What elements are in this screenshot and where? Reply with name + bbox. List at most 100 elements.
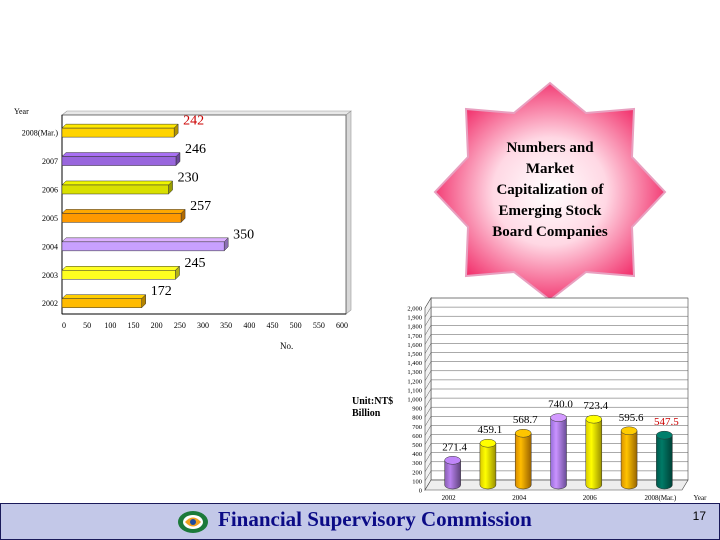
y-tick-label: 1,300: [407, 369, 422, 376]
x-tick-label: 450: [267, 321, 279, 330]
x-tick-label: 100: [104, 321, 116, 330]
data-label: 568.7: [513, 414, 538, 426]
cylinder-top: [620, 426, 638, 436]
data-label: 723.4: [583, 400, 608, 412]
y-tick-label: 1,200: [407, 378, 422, 385]
gridline: [424, 479, 688, 491]
cylinder-top: [479, 438, 497, 448]
data-label: 350: [233, 227, 254, 242]
y-tick-label: 100: [412, 478, 422, 485]
gridline: [424, 325, 688, 336]
callout-line: Board Companies: [492, 224, 608, 240]
x-tick-label: 350: [220, 321, 232, 330]
y-tick-label: 1,400: [407, 360, 422, 367]
y-tick-label: 1,600: [407, 342, 422, 349]
y-tick-label: 2005: [42, 214, 58, 223]
x-tick-label: 550: [313, 321, 325, 330]
x-tick-label: 2006: [583, 494, 598, 502]
y-tick-label: 2007: [42, 157, 58, 166]
x-tick-label: 250: [174, 321, 186, 330]
y-tick-label: 1,900: [407, 315, 422, 322]
data-label: 547.5: [654, 416, 679, 428]
cylinder-top: [550, 413, 567, 422]
y-tick-label: 200: [412, 469, 422, 476]
x-tick-label: 2008(Mar.): [645, 494, 677, 502]
x-tick-label: 600: [336, 321, 348, 330]
gridline: [424, 388, 688, 400]
x-tick-label: 0: [62, 321, 66, 330]
data-label: 740.0: [548, 399, 573, 411]
data-label: 172: [151, 284, 172, 299]
gridline: [424, 443, 688, 454]
y-tick-label: 1,800: [407, 324, 422, 331]
y-tick-label: 2004: [42, 242, 58, 251]
x-tick-label: 2002: [442, 494, 457, 502]
gridline: [424, 343, 688, 354]
gridline: [424, 379, 688, 391]
x-tick-label: 50: [83, 321, 91, 330]
gridline: [424, 315, 688, 327]
cylinder-bar: [444, 460, 461, 490]
footer-title: Financial Supervisory Commission: [218, 507, 532, 531]
x-tick-label: 500: [290, 321, 302, 330]
y-tick-label: 1,100: [407, 387, 422, 394]
gridline: [424, 297, 688, 309]
bar: [61, 270, 176, 280]
data-label: 595.6: [619, 412, 644, 424]
cylinder-top: [514, 428, 532, 438]
y-tick-label: 0: [419, 488, 422, 495]
gridline: [424, 452, 688, 463]
bar: [61, 241, 225, 252]
gridline: [424, 370, 688, 381]
y-tick-label: 2006: [42, 185, 58, 194]
gridline: [424, 406, 688, 418]
gridline: [424, 416, 688, 427]
x-tick-label: 400: [243, 321, 255, 330]
gridline: [424, 470, 688, 482]
callout-line: Capitalization of: [496, 182, 604, 198]
cylinder-bar: [620, 430, 638, 490]
data-label: 230: [178, 170, 199, 185]
fsc-logo-icon: [178, 511, 208, 533]
data-label: 246: [185, 142, 206, 157]
cylinder-bar: [514, 432, 532, 490]
callout-text: Numbers and Market Capitalization of Eme…: [470, 138, 630, 243]
y-tick-label: 300: [412, 460, 422, 467]
x-axis-title: No.: [280, 341, 293, 351]
gridline: [424, 352, 688, 363]
cylinder-bar: [479, 442, 497, 490]
gridline: [424, 397, 688, 409]
data-label: 245: [185, 256, 206, 271]
x-tick-label: 150: [128, 321, 140, 330]
gridline: [424, 334, 688, 345]
bar: [61, 127, 175, 138]
data-label: 459.1: [478, 424, 503, 436]
cylinder-top: [585, 414, 603, 424]
y-tick-label: 2,000: [407, 306, 422, 313]
page-number: 17: [692, 509, 706, 523]
y-tick-label: 1,500: [407, 351, 422, 358]
y-tick-label: 400: [412, 451, 422, 458]
data-label: 257: [190, 199, 211, 214]
callout-line: Emerging Stock: [498, 203, 602, 219]
cylinder-bar: [550, 417, 567, 490]
gridline: [424, 434, 688, 445]
x-tick-label: 200: [151, 321, 163, 330]
unit-label-line1: Unit:NT$: [352, 396, 394, 407]
y-tick-label: 600: [412, 433, 422, 440]
bar: [61, 213, 182, 223]
bar: [61, 156, 177, 166]
cylinder-top: [656, 430, 673, 440]
bar: [61, 298, 142, 308]
bar: [61, 184, 169, 195]
y-tick-label: 500: [412, 442, 422, 449]
y-tick-label: 700: [412, 424, 422, 431]
cylinder-bar: [585, 418, 603, 490]
cylinder-top: [444, 456, 461, 465]
data-label: 242: [183, 114, 204, 129]
unit-label: Unit:NT$ Billion: [352, 396, 393, 420]
y-tick-label: 2008(Mar.): [22, 129, 59, 138]
gridline: [424, 425, 688, 436]
